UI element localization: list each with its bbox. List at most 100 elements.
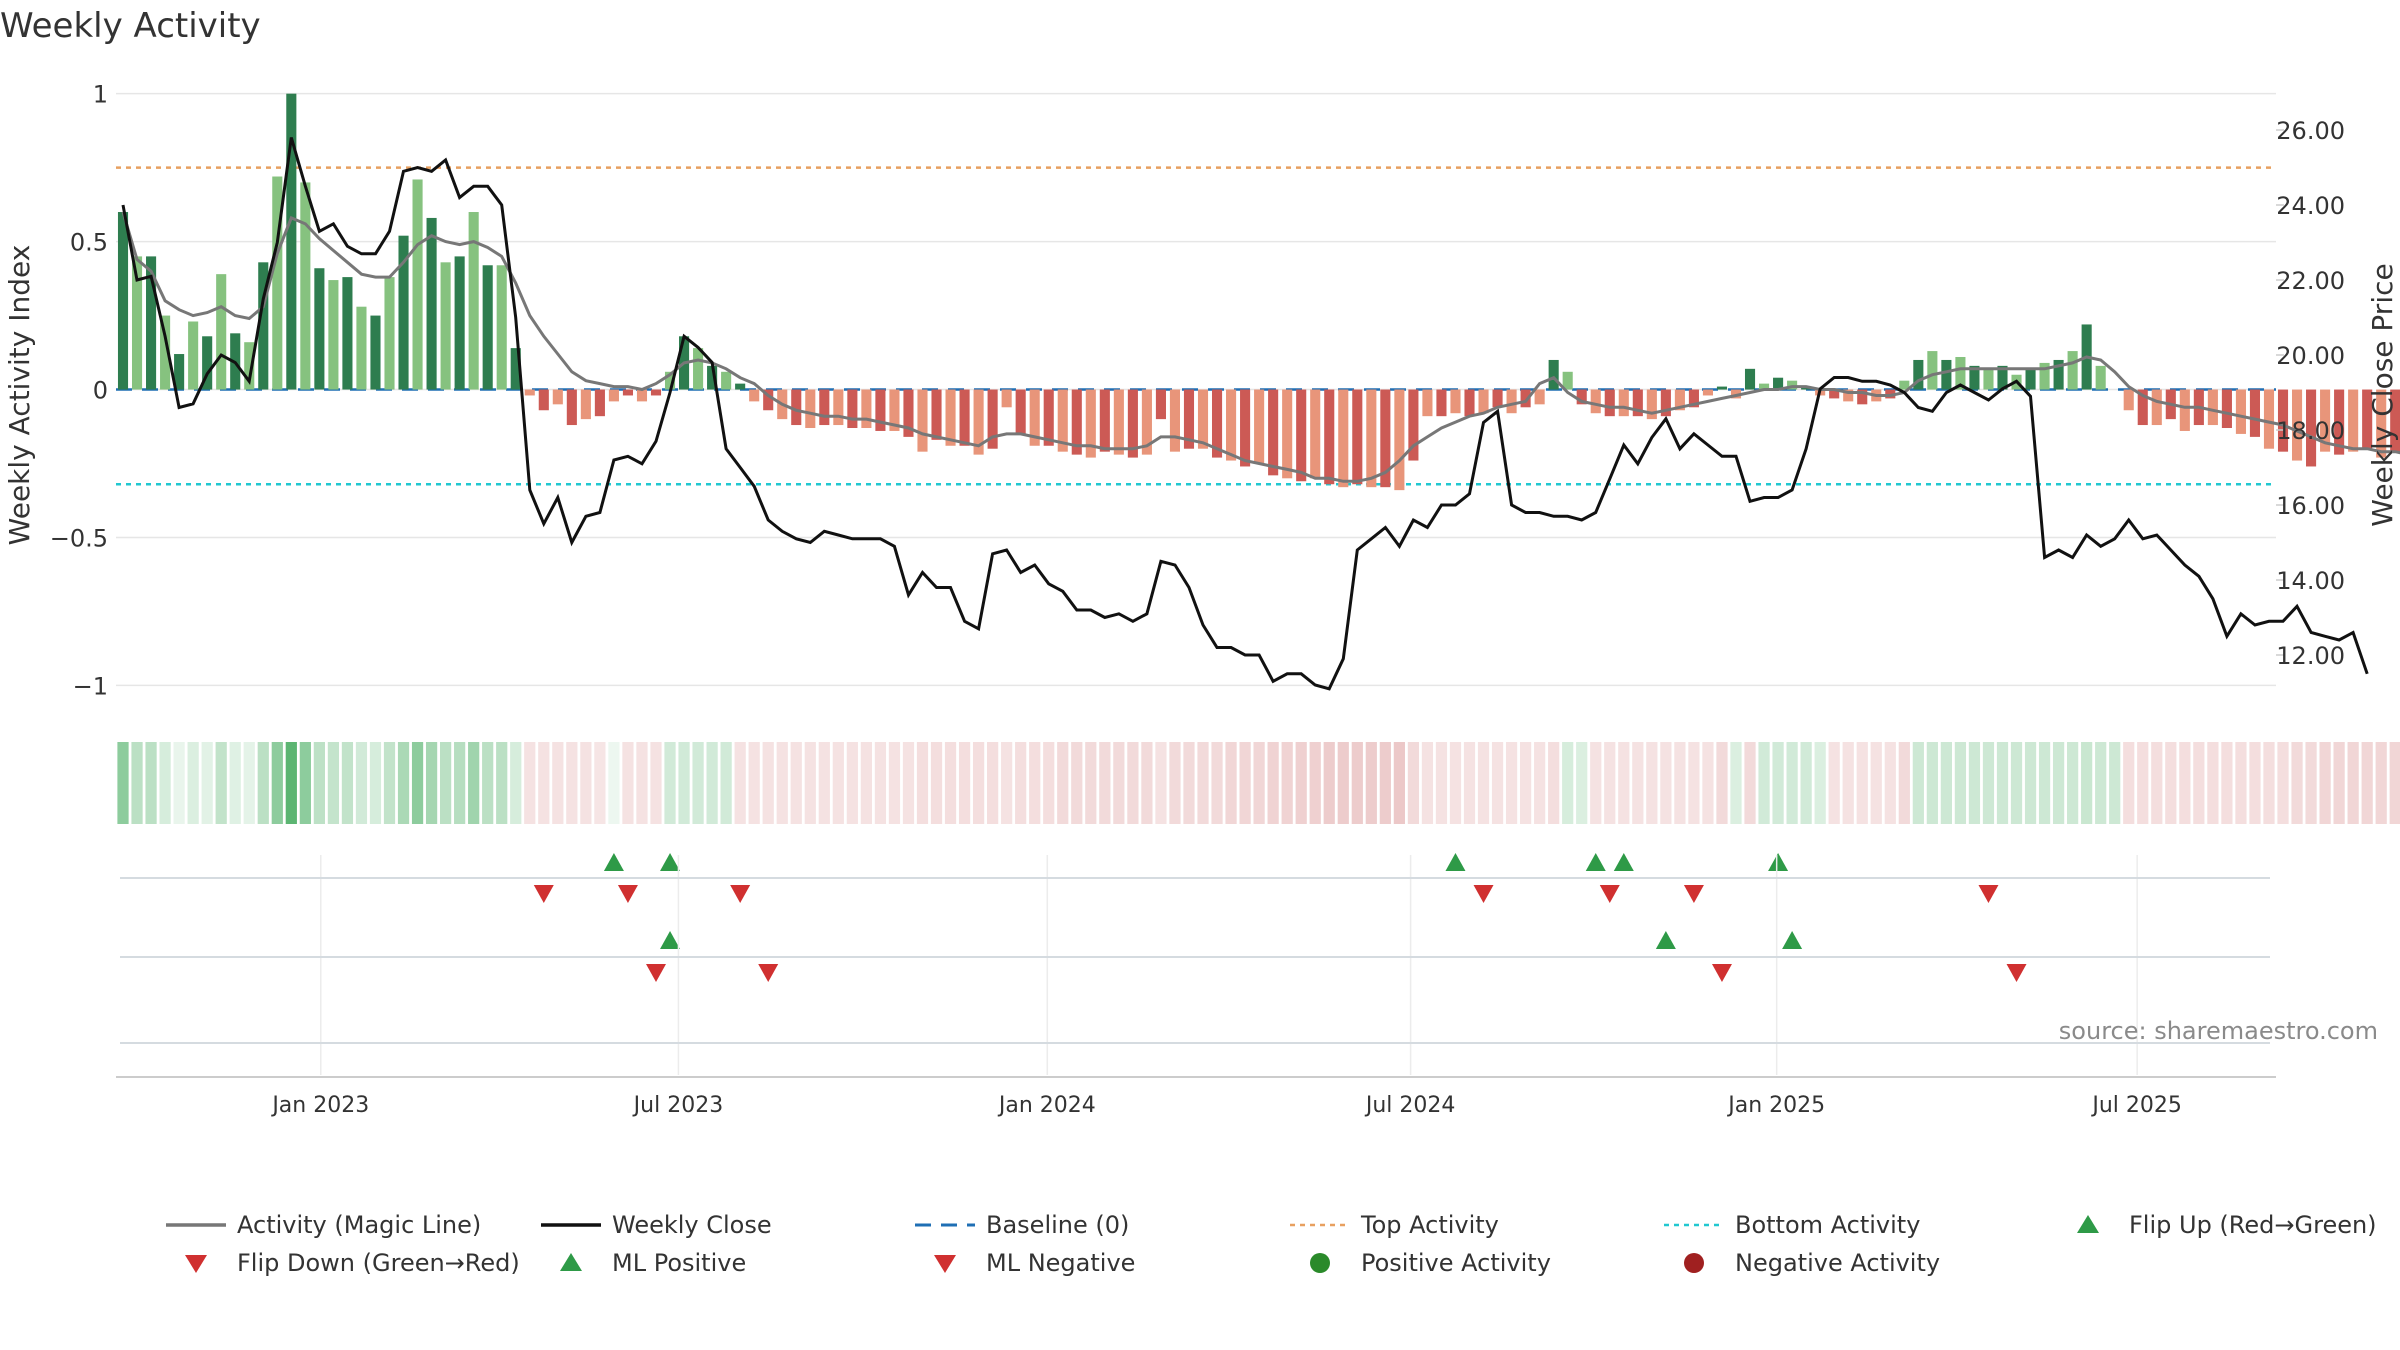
band-cell [566, 742, 578, 824]
activity-bar [931, 389, 942, 440]
band-cell [1015, 742, 1027, 824]
activity-bar [917, 389, 928, 452]
activity-bar [1520, 389, 1531, 408]
band-cell [1870, 742, 1882, 824]
band-cell [1183, 742, 1195, 824]
activity-bar [1744, 368, 1756, 390]
left-tick-label: 1 [93, 81, 108, 109]
activity-bar [398, 235, 409, 390]
legend-label: Top Activity [1360, 1211, 1499, 1239]
activity-bar [2306, 389, 2317, 467]
flip-up-marker [1585, 853, 1606, 871]
band-cell [734, 742, 746, 824]
band-cell [1646, 742, 1658, 824]
legend-swatch-triangle-up [560, 1253, 582, 1271]
activity-bar [1240, 389, 1251, 467]
band-cell [1786, 742, 1798, 824]
left-axis-ticks: 1 0.5 0 −0.5 −1 [50, 81, 108, 701]
band-cell [692, 742, 704, 824]
band-cell [622, 742, 634, 824]
band-cell [1295, 742, 1307, 824]
band-cell [229, 742, 241, 824]
band-cell [2038, 742, 2051, 824]
activity-bar [1113, 389, 1124, 455]
activity-bar [272, 176, 283, 390]
activity-bar [749, 389, 760, 402]
band-cell [1323, 742, 1335, 824]
activity-bar [1548, 359, 1559, 390]
band-cell [1477, 742, 1490, 824]
activity-bar [426, 217, 437, 390]
band-cell [888, 742, 901, 824]
activity-bar [1941, 359, 1952, 390]
band-cell [341, 742, 354, 824]
band-cell [425, 742, 438, 824]
activity-bar [1029, 389, 1040, 446]
band-cell [1730, 742, 1742, 824]
band-cell [636, 742, 648, 824]
activity-bar [1674, 389, 1685, 411]
band-cell [2249, 742, 2261, 824]
activity-bar [819, 389, 830, 426]
band-cell [1758, 742, 1770, 824]
band-cell [2010, 742, 2023, 824]
band-cell [1912, 742, 1924, 824]
band-cell [1463, 742, 1476, 824]
band-cell [2333, 742, 2345, 824]
activity-bar [1338, 389, 1349, 488]
activity-bar [580, 389, 591, 420]
activity-bar [1478, 389, 1489, 414]
band-cell [1491, 742, 1504, 824]
band-cell [678, 742, 690, 824]
activity-bar [1380, 389, 1391, 488]
activity-bar [117, 212, 129, 390]
activity-bar [1534, 389, 1545, 405]
band-cell [313, 742, 325, 824]
legend-label: ML Negative [986, 1249, 1135, 1277]
band-cell [1562, 742, 1574, 824]
band-cell [916, 742, 929, 824]
band-cell [271, 742, 283, 824]
activity-bar [566, 389, 577, 426]
band-cell [1421, 742, 1434, 824]
band-cell [482, 742, 494, 824]
band-cell [2081, 742, 2093, 824]
band-cell [608, 742, 620, 824]
flip-up-marker [603, 853, 624, 871]
legend-swatch-triangle-down [185, 1255, 207, 1273]
band-cell [1393, 742, 1405, 824]
band-cell [1828, 742, 1840, 824]
flip-up-marker [1613, 853, 1634, 871]
band-cell [510, 742, 522, 824]
ml-negative-marker [646, 964, 666, 982]
activity-bar [987, 389, 998, 449]
activity-bar [833, 389, 844, 426]
activity-bar [2376, 389, 2387, 458]
ml-negative-marker [2006, 964, 2027, 982]
activity-bar [370, 315, 381, 390]
activity-bar [1450, 389, 1461, 414]
band-cell [2151, 742, 2163, 824]
band-cell [1940, 742, 1952, 824]
right-tick-label: 14.00 [2276, 567, 2345, 595]
x-tick-label: Jan 2023 [270, 1093, 369, 1118]
activity-bar [552, 389, 563, 405]
band-cell [1898, 742, 1910, 824]
activity-bar [160, 315, 171, 390]
flip-down-marker [1683, 885, 1704, 903]
legend-label: Bottom Activity [1735, 1211, 1920, 1239]
band-cell [1505, 742, 1518, 824]
activity-bar [2263, 389, 2275, 449]
legend-label: Negative Activity [1735, 1249, 1940, 1277]
flip-up-marker [660, 853, 681, 871]
activity-bar [1716, 386, 1728, 390]
band-cell [1674, 742, 1686, 824]
band-cell [1197, 742, 1209, 824]
band-cell [1407, 742, 1420, 824]
band-cell [1085, 742, 1097, 824]
band-cell [355, 742, 368, 824]
activity-bar [650, 389, 662, 396]
band-cell [2319, 742, 2331, 824]
activity-bar [1646, 389, 1657, 420]
activity-bar [622, 389, 633, 396]
